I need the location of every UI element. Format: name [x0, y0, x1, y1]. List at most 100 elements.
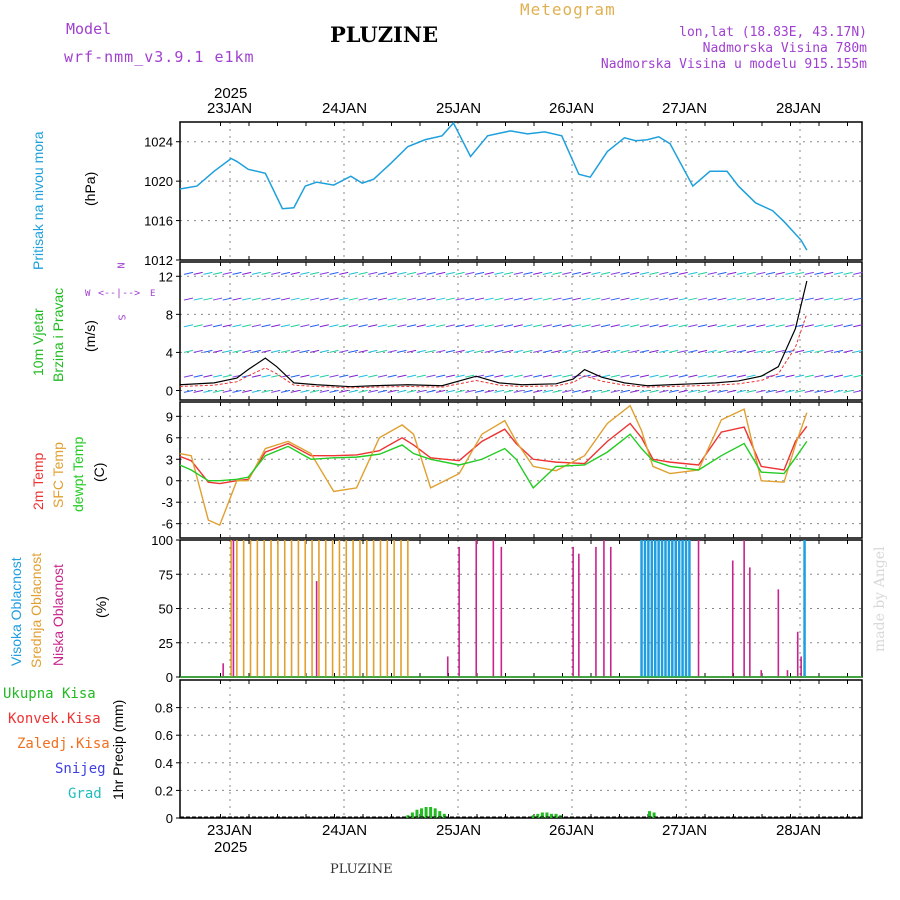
wind-arrow: [785, 389, 795, 393]
wind-arrow: [368, 271, 378, 275]
wind-arrow: [523, 271, 533, 275]
precip-bar: [420, 808, 424, 818]
wind-arrow: [329, 389, 339, 393]
wind-arrow: [649, 349, 659, 353]
panel-frame-3: [179, 539, 863, 678]
y-tick-label-2-1: 6: [166, 431, 173, 446]
wind-arrow: [503, 271, 514, 275]
wind-arrow: [853, 349, 863, 353]
wind-arrow: [533, 349, 543, 353]
wind-arrow: [630, 271, 640, 275]
wind-arrow: [659, 389, 669, 393]
wind-arrow: [765, 324, 776, 328]
wind-arrow: [620, 271, 630, 275]
wind-arrow: [630, 297, 640, 301]
wind-arrow: [212, 349, 223, 353]
y-tick-label-4-1: 0.6: [155, 728, 173, 743]
wind-arrow: [775, 374, 785, 378]
wind-speed-line: [179, 280, 808, 388]
wind-arrow: [600, 324, 611, 328]
wind-arrow: [843, 374, 853, 378]
wind-arrow: [484, 349, 494, 353]
wind-arrow: [833, 271, 844, 275]
wind-arrow: [406, 349, 417, 353]
wind-arrow: [474, 389, 485, 393]
wind-arrow: [242, 324, 252, 328]
wind-arrow: [630, 389, 640, 393]
wind-arrow: [368, 374, 378, 378]
wind-arrow: [649, 374, 659, 378]
wind-arrow: [600, 271, 611, 275]
wind-arrow: [756, 297, 766, 301]
wind-arrow: [387, 389, 397, 393]
precip-bar: [540, 812, 544, 818]
wind-arrow: [397, 297, 407, 301]
wind-arrow: [620, 324, 630, 328]
wind-arrow: [358, 324, 368, 328]
wind-arrow: [591, 271, 601, 275]
wind-arrow: [193, 324, 203, 328]
wind-arrow: [746, 374, 756, 378]
y-tick-label-3-4: 0: [166, 670, 173, 685]
wind-arrow: [639, 349, 650, 353]
wind-arrow: [649, 324, 659, 328]
precip-bar: [549, 813, 553, 818]
wind-arrow: [765, 389, 776, 393]
wind-arrow: [203, 349, 213, 353]
wind-arrow: [280, 297, 291, 301]
wind-arrow: [824, 297, 834, 301]
wind-arrow: [426, 389, 436, 393]
wind-arrow: [358, 297, 368, 301]
wind-arrow: [824, 389, 834, 393]
day-label-top-5: 28JAN: [776, 100, 822, 117]
wind-arrow: [727, 324, 737, 328]
wind-arrow: [309, 324, 320, 328]
wind-arrow: [348, 297, 359, 301]
precip-conv-label: Konvek.Kisa: [8, 711, 101, 727]
wind-arrow: [717, 374, 727, 378]
wind-arrow: [746, 324, 756, 328]
y-tick-label-4-3: 0.2: [155, 783, 173, 798]
wind-arrow: [717, 324, 727, 328]
wind-arrow: [717, 271, 727, 275]
wind-arrow: [824, 271, 834, 275]
wind-arrow: [222, 324, 232, 328]
wind-arrow: [639, 389, 650, 393]
wind-arrow: [552, 374, 562, 378]
wind-arrow: [183, 297, 194, 301]
wind-arrow: [620, 374, 630, 378]
wind-arrow: [814, 297, 824, 301]
wind-arrow: [232, 389, 242, 393]
wind-arrow: [193, 349, 203, 353]
wind-arrow: [397, 389, 407, 393]
wind-arrow: [484, 374, 494, 378]
wind-arrow: [542, 349, 553, 353]
wind-gust-line: [179, 313, 808, 389]
wind-arrow: [290, 297, 300, 301]
wind-arrow: [707, 271, 717, 275]
wind-arrow: [416, 374, 426, 378]
wind-arrow: [484, 324, 494, 328]
wind-arrow: [203, 374, 213, 378]
wind-arrow: [203, 389, 213, 393]
wind-arrow: [678, 297, 688, 301]
y-tick-label-4-2: 0.4: [155, 756, 173, 771]
wind-arrow: [387, 324, 397, 328]
wind-arrow: [853, 374, 863, 378]
wind-arrow: [833, 389, 844, 393]
wind-arrow: [843, 271, 853, 275]
wind-arrow: [639, 271, 650, 275]
wind-arrow: [377, 389, 388, 393]
wind-arrow: [697, 349, 708, 353]
wind-arrow: [329, 374, 339, 378]
wind-arrow: [552, 297, 562, 301]
wind-arrow: [319, 324, 329, 328]
day-label-top-3: 26JAN: [549, 100, 595, 117]
wind-arrow: [610, 324, 620, 328]
panel-frame-4: [179, 679, 863, 819]
wind-arrow: [814, 349, 824, 353]
wind-arrow: [484, 271, 494, 275]
wind-arrow: [668, 389, 679, 393]
y-tick-label-3-2: 50: [159, 602, 173, 617]
wind-compass-e: E: [150, 289, 156, 299]
